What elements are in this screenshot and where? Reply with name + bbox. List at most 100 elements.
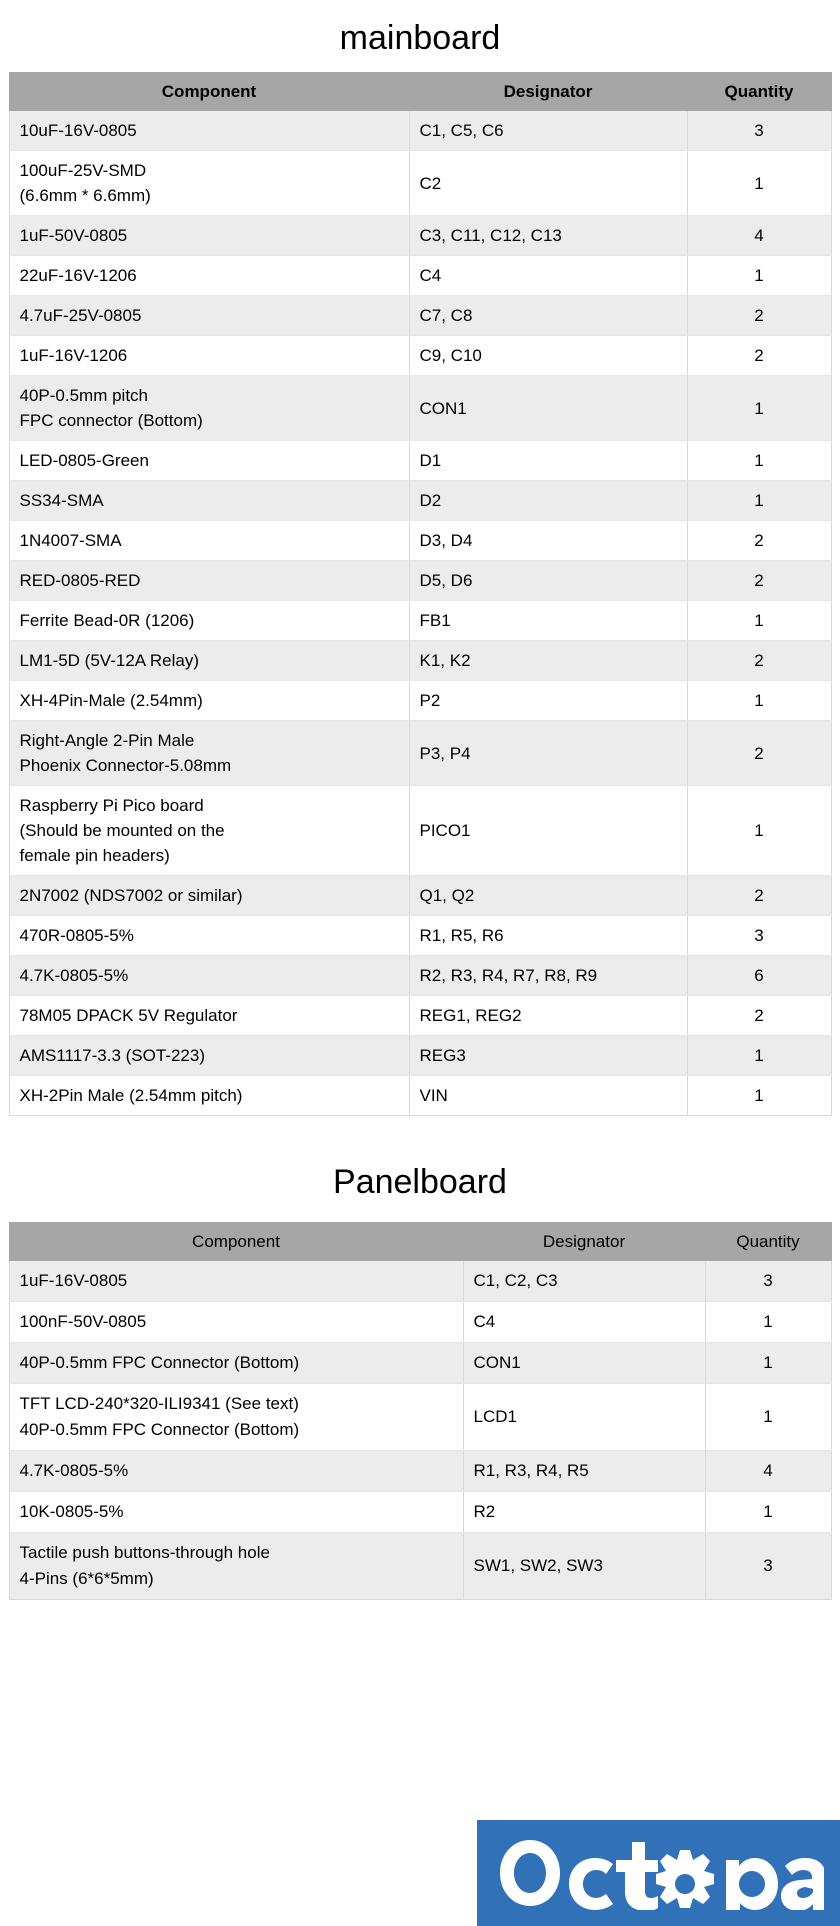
cell-designator: Q1, Q2 — [408, 875, 688, 916]
cell-designator: C7, C8 — [408, 295, 688, 336]
table-row: XH-2Pin Male (2.54mm pitch) VIN 1 — [8, 1075, 832, 1116]
cell-designator: C1, C2, C3 — [462, 1260, 706, 1302]
cell-designator: D1 — [408, 440, 688, 481]
cell-designator: D5, D6 — [408, 560, 688, 601]
cell-designator: P2 — [408, 680, 688, 721]
table-row: RED-0805-RED D5, D6 2 — [8, 560, 832, 601]
component-line: XH-2Pin Male (2.54mm pitch) — [19, 1086, 243, 1105]
mainboard-bom-table: Component Designator Quantity 10uF-16V-0… — [8, 72, 832, 1116]
component-line: 1uF-16V-0805 — [19, 1271, 128, 1290]
cell-quantity: 1 — [686, 1075, 832, 1116]
component-line: Raspberry Pi Pico board — [19, 796, 204, 815]
cell-quantity: 1 — [686, 440, 832, 481]
component-line: 4.7K-0805-5% — [19, 1461, 129, 1480]
cell-designator: VIN — [408, 1075, 688, 1116]
cell-designator: PICO1 — [408, 785, 688, 876]
cell-designator: LCD1 — [462, 1383, 706, 1451]
cell-designator: D3, D4 — [408, 520, 688, 561]
cell-component: Right-Angle 2-Pin Male Phoenix Connector-… — [8, 720, 410, 786]
cell-designator: CON1 — [462, 1342, 706, 1384]
cell-component: 1N4007-SMA — [8, 520, 410, 561]
cell-quantity: 1 — [686, 375, 832, 441]
table-row: 1uF-16V-0805 C1, C2, C3 3 — [8, 1260, 832, 1302]
cell-component: LM1-5D (5V-12A Relay) — [8, 640, 410, 681]
panelboard-bom-table: Component Designator Quantity 1uF-16V-08… — [8, 1222, 832, 1600]
cell-component: 10K-0805-5% — [8, 1491, 464, 1533]
component-line: Ferrite Bead-0R (1206) — [19, 611, 195, 630]
panelboard-table-header: Component Designator Quantity — [8, 1222, 832, 1261]
component-line: female pin headers) — [19, 846, 170, 865]
cell-component: 40P-0.5mm FPC Connector (Bottom) — [8, 1342, 464, 1384]
component-line: AMS1117-3.3 (SOT-223) — [19, 1046, 206, 1065]
component-line: 40P-0.5mm FPC Connector (Bottom) — [19, 1420, 300, 1439]
cell-component: Raspberry Pi Pico board (Should be mounte… — [8, 785, 410, 876]
cell-quantity: 2 — [686, 720, 832, 786]
cell-quantity: 1 — [686, 600, 832, 641]
cell-quantity: 1 — [704, 1491, 832, 1533]
panelboard-title: Panelboard — [333, 1163, 507, 1201]
cell-component: 4.7uF-25V-0805 — [8, 295, 410, 336]
table-row: Ferrite Bead-0R (1206) FB1 1 — [8, 600, 832, 641]
component-line: 40P-0.5mm pitch — [19, 386, 149, 405]
component-line: 10K-0805-5% — [19, 1502, 124, 1521]
cell-designator: R1, R5, R6 — [408, 915, 688, 956]
cell-quantity: 3 — [686, 110, 832, 151]
cell-component: SS34-SMA — [8, 480, 410, 521]
table-row: 4.7K-0805-5% R1, R3, R4, R5 4 — [8, 1450, 832, 1492]
cell-quantity: 1 — [704, 1342, 832, 1384]
component-line: 1N4007-SMA — [19, 531, 122, 550]
cell-designator: P3, P4 — [408, 720, 688, 786]
cell-quantity: 1 — [686, 680, 832, 721]
cell-quantity: 1 — [704, 1383, 832, 1451]
table-row: 10uF-16V-0805 C1, C5, C6 3 — [8, 110, 832, 151]
cell-component: TFT LCD-240*320-ILI9341 (See text) 40P-0.… — [8, 1383, 464, 1451]
cell-designator: FB1 — [408, 600, 688, 641]
cell-quantity: 1 — [686, 150, 832, 216]
cell-designator: C4 — [408, 255, 688, 296]
cell-component: 1uF-16V-0805 — [8, 1260, 464, 1302]
table-row: 10K-0805-5% R2 1 — [8, 1491, 832, 1533]
component-line: FPC connector (Bottom) — [19, 411, 203, 430]
table-row: 470R-0805-5% R1, R5, R6 3 — [8, 915, 832, 956]
component-line: 470R-0805-5% — [19, 926, 134, 945]
cell-designator: REG1, REG2 — [408, 995, 688, 1036]
cell-component: 100nF-50V-0805 — [8, 1301, 464, 1343]
cell-quantity: 2 — [686, 335, 832, 376]
component-line: 10uF-16V-0805 — [19, 121, 137, 140]
cell-component: 10uF-16V-0805 — [8, 110, 410, 151]
component-line: Phoenix Connector-5.08mm — [19, 756, 232, 775]
table-row: 100nF-50V-0805 C4 1 — [8, 1301, 832, 1343]
cell-designator: CON1 — [408, 375, 688, 441]
table-row: XH-4Pin-Male (2.54mm) P2 1 — [8, 680, 832, 721]
cell-quantity: 2 — [686, 560, 832, 601]
component-line: Right-Angle 2-Pin Male — [19, 731, 195, 750]
table-row: 22uF-16V-1206 C4 1 — [8, 255, 832, 296]
cell-quantity: 2 — [686, 995, 832, 1036]
cell-component: 4.7K-0805-5% — [8, 955, 410, 996]
octopart-logo — [477, 1820, 840, 1926]
cell-component: LED-0805-Green — [8, 440, 410, 481]
cell-quantity: 1 — [686, 1035, 832, 1076]
cell-component: RED-0805-RED — [8, 560, 410, 601]
cell-designator: R1, R3, R4, R5 — [462, 1450, 706, 1492]
cell-component: XH-4Pin-Male (2.54mm) — [8, 680, 410, 721]
cell-designator: C9, C10 — [408, 335, 688, 376]
table-row: 100uF-25V-SMD (6.6mm * 6.6mm) C2 1 — [8, 150, 832, 216]
cell-designator: R2 — [462, 1491, 706, 1533]
cell-designator: D2 — [408, 480, 688, 521]
table-row: 1N4007-SMA D3, D4 2 — [8, 520, 832, 561]
table-row: 40P-0.5mm FPC Connector (Bottom) CON1 1 — [8, 1342, 832, 1384]
table-row: LED-0805-Green D1 1 — [8, 440, 832, 481]
component-line: 100uF-25V-SMD — [19, 161, 147, 180]
table-row: AMS1117-3.3 (SOT-223) REG3 1 — [8, 1035, 832, 1076]
table-row: 4.7K-0805-5% R2, R3, R4, R7, R8, R9 6 — [8, 955, 832, 996]
cell-designator: K1, K2 — [408, 640, 688, 681]
table-header-row: Component Designator Quantity — [8, 72, 832, 111]
table-row: 1uF-16V-1206 C9, C10 2 — [8, 335, 832, 376]
component-line: Tactile push buttons-through hole — [19, 1543, 270, 1562]
cell-component: 100uF-25V-SMD (6.6mm * 6.6mm) — [8, 150, 410, 216]
cell-quantity: 1 — [704, 1301, 832, 1343]
table-row: SS34-SMA D2 1 — [8, 480, 832, 521]
component-line: 1uF-16V-1206 — [19, 346, 128, 365]
